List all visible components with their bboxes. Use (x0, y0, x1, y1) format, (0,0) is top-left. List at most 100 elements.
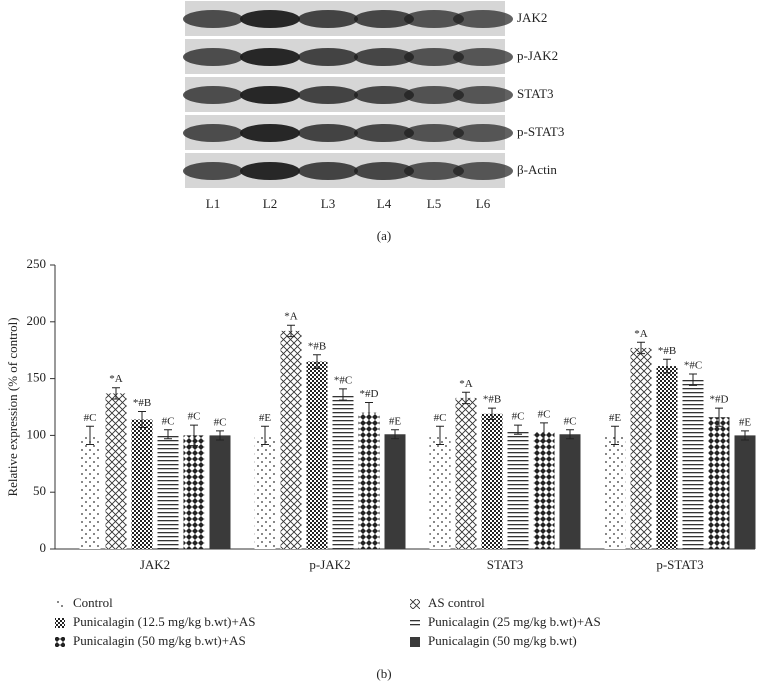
annotation: #C (188, 411, 201, 423)
caption: (a) (377, 228, 391, 243)
blot-band (183, 124, 243, 142)
x-tick-label: JAK2 (140, 557, 170, 572)
blot-band (453, 162, 513, 180)
blot-band (404, 10, 464, 28)
annotation: #C (538, 408, 551, 420)
annotation: *A (459, 378, 473, 390)
lane-label: L4 (377, 196, 392, 211)
annotation: #C (512, 411, 525, 423)
legend-label: Punicalagin (50 mg/kg b.wt) (428, 633, 577, 648)
bar (708, 417, 730, 549)
bar (332, 394, 354, 549)
annotation: #C (162, 415, 175, 427)
x-tick-label: STAT3 (487, 557, 524, 572)
blot-band (240, 48, 300, 66)
bar (656, 366, 678, 549)
blot-band (453, 86, 513, 104)
blot-band (298, 124, 358, 142)
error-bar (86, 425, 94, 445)
y-axis-label: Relative expression (% of control) (5, 317, 20, 496)
bar (429, 435, 451, 549)
error-bar (287, 324, 295, 338)
bar (604, 435, 626, 549)
error-bar (462, 391, 470, 405)
blot-band (404, 124, 464, 142)
bar (507, 429, 529, 549)
blot-label: JAK2 (517, 10, 547, 25)
annotation: *#D (360, 388, 379, 400)
legend-swatch (55, 599, 65, 609)
blot-band (240, 162, 300, 180)
legend-label: Punicalagin (25 mg/kg b.wt)+AS (428, 614, 601, 629)
blot-label: β-Actin (517, 162, 557, 177)
annotation: *#B (658, 345, 676, 357)
bar (559, 434, 581, 549)
caption: (b) (376, 666, 391, 681)
bar (131, 419, 153, 549)
y-tick-label: 100 (27, 426, 47, 441)
error-bar (261, 425, 269, 445)
bar (481, 413, 503, 549)
lane-label: L1 (206, 196, 220, 211)
annotation: #E (389, 415, 402, 427)
y-tick-label: 250 (27, 256, 47, 271)
annotation: *#C (334, 374, 352, 386)
error-bar (715, 407, 723, 427)
bar (209, 435, 231, 549)
error-bar (566, 429, 574, 440)
annotation: #E (739, 416, 752, 428)
annotation: *#B (483, 394, 501, 406)
bar (533, 431, 555, 549)
x-tick-label: p-JAK2 (309, 557, 350, 572)
bar (682, 379, 704, 549)
error-bar (391, 429, 399, 440)
lane-label: L5 (427, 196, 441, 211)
blot-band (183, 48, 243, 66)
legend-swatch (410, 637, 420, 647)
error-bar (365, 401, 373, 424)
blot-band (298, 10, 358, 28)
blot-band (298, 162, 358, 180)
legend-label: Punicalagin (12.5 mg/kg b.wt)+AS (73, 614, 255, 629)
bar (157, 434, 179, 549)
error-bar (663, 358, 671, 374)
blot-band (453, 124, 513, 142)
error-bar (339, 388, 347, 401)
error-bar (313, 354, 321, 369)
annotation: #C (214, 416, 227, 428)
bar (79, 435, 101, 549)
blot-band (404, 86, 464, 104)
annotation: *#C (684, 360, 702, 372)
blot-label: p-STAT3 (517, 124, 564, 139)
annotation: *#D (710, 394, 729, 406)
bar (455, 397, 477, 549)
legend-swatch (410, 618, 420, 628)
blot-band (453, 48, 513, 66)
blot-band (298, 48, 358, 66)
blot-label: p-JAK2 (517, 48, 558, 63)
annotation: *A (634, 328, 648, 340)
legend-swatch (55, 618, 65, 628)
bar (358, 412, 380, 549)
blot-band (453, 10, 513, 28)
error-bar (112, 387, 120, 400)
blot-band (183, 86, 243, 104)
annotation: *#B (308, 340, 326, 352)
error-bar (190, 424, 198, 447)
blot-band (240, 124, 300, 142)
blot-band (354, 48, 414, 66)
annotation: #C (564, 415, 577, 427)
lane-label: L3 (321, 196, 335, 211)
blot-band (183, 10, 243, 28)
error-bar (637, 341, 645, 355)
bar (734, 435, 756, 549)
y-tick-label: 0 (40, 540, 47, 555)
blot-band (354, 86, 414, 104)
blot-band (404, 48, 464, 66)
blot-band (354, 124, 414, 142)
error-bar (611, 425, 619, 445)
error-bar (514, 424, 522, 435)
legend-swatch (55, 637, 65, 647)
blot-label: STAT3 (517, 86, 554, 101)
